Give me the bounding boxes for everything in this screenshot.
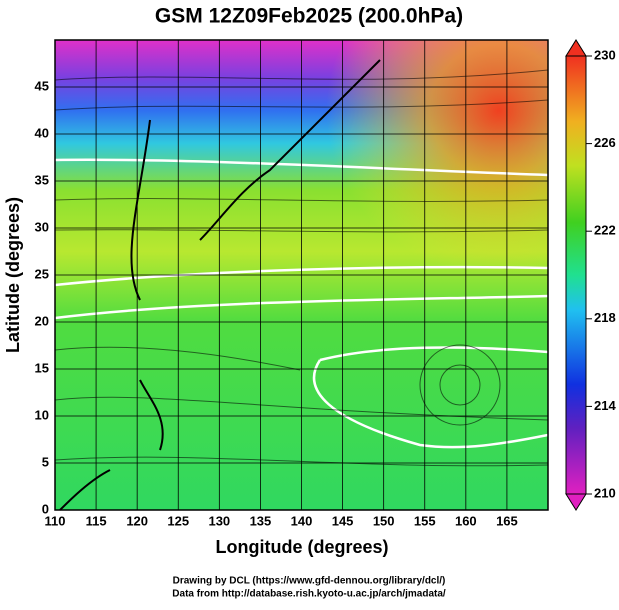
y-tick-label: 0 [42,501,49,516]
x-tick-label: 150 [373,513,395,528]
colorbar-tick-label: 210 [594,485,616,500]
coastlines [59,59,381,511]
y-tick-label: 15 [35,360,49,375]
colorbar-max-arrow [565,39,587,57]
x-tick-label: 110 [45,513,66,528]
x-tick-label: 125 [167,513,189,528]
colorbar-tick-label: 214 [594,398,616,413]
x-tick-label: 140 [291,513,313,528]
credit: Data from http://database.rish.kyoto-u.a… [172,589,446,600]
y-tick-label: 5 [42,454,49,469]
title: GSM 12Z09Feb2025 (200.0hPa) [155,5,463,28]
y-tick-label: 10 [35,407,49,422]
x-tick-label: 115 [86,513,107,528]
colorbar-tick-label: 226 [594,135,616,150]
y-tick-label: 25 [35,266,49,281]
x-tick-label: 155 [414,513,436,528]
y-tick-label: 30 [35,219,49,234]
y-tick-label: 40 [35,125,49,140]
colorbar-min-arrow [565,493,587,511]
x-tick-label: 135 [250,513,272,528]
contours [54,158,549,449]
colorbar-tick-label: 230 [594,47,616,62]
y-tick-label: 20 [35,313,49,328]
x-tick-label: 145 [332,513,354,528]
colorbar-tick-label: 222 [594,223,616,238]
y-tick-label: 35 [35,172,49,187]
streamlines [54,69,549,467]
x-tick-label: 130 [208,513,230,528]
x-label: Longitude (degrees) [215,537,388,557]
x-tick-label: 165 [496,513,518,528]
x-tick-label: 120 [126,513,148,528]
x-tick-label: 160 [455,513,477,528]
y-tick-label: 45 [35,78,49,93]
colorbar [565,55,587,495]
credit: Drawing by DCL (https://www.gfd-dennou.o… [173,576,446,587]
y-label: Latitude (degrees) [3,197,23,353]
colorbar-tick-label: 218 [594,310,616,325]
